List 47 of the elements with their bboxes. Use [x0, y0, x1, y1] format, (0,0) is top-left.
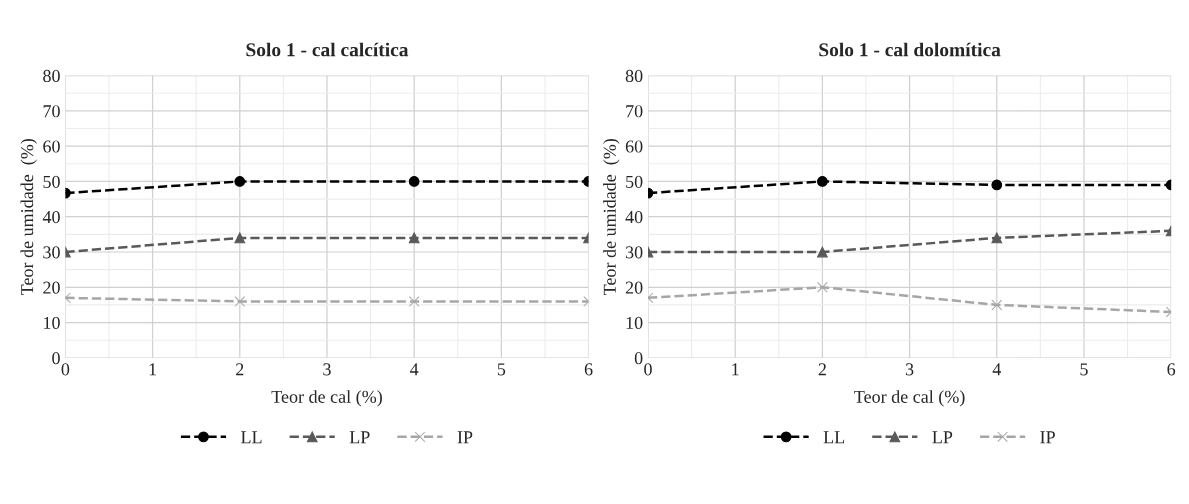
legend-label: LP — [349, 431, 370, 444]
point — [817, 246, 828, 258]
x-tick-label: 1 — [149, 363, 157, 376]
legend-label: IP — [457, 431, 473, 444]
y-tick-label: 0 — [634, 352, 643, 365]
x-axis-title: Teor de cal (%) — [271, 390, 382, 407]
point — [817, 176, 828, 187]
x-tick-label: 5 — [1080, 363, 1088, 376]
x-tick-label: 0 — [61, 363, 70, 376]
point — [817, 281, 828, 293]
chart-title: Solo 1 - cal calcítica — [246, 42, 409, 57]
y-tick-label: 0 — [52, 352, 60, 365]
y-tick-label: 60 — [43, 140, 60, 153]
legend-label: LP — [932, 431, 953, 444]
y-tick-label: 70 — [43, 105, 60, 118]
y-tick-label: 30 — [625, 246, 643, 259]
x-tick-label: 4 — [410, 363, 419, 376]
y-tick-label: 20 — [43, 281, 60, 294]
x-tick-label: 1 — [732, 363, 739, 376]
y-tick-label: 10 — [626, 316, 643, 329]
y-tick-label: 10 — [44, 316, 60, 329]
x-tick-label: 3 — [323, 363, 331, 376]
x-tick-label: 2 — [236, 363, 244, 376]
x-tick-label: 0 — [644, 363, 652, 376]
y-tick-label: 80 — [625, 69, 643, 83]
x-tick-label: 5 — [497, 363, 506, 376]
legend-label: LL — [823, 431, 845, 444]
y-tick-label: 50 — [626, 175, 643, 188]
y-axis-title: Teor de umidade (%) — [603, 138, 620, 295]
y-tick-label: 50 — [43, 175, 60, 188]
y-tick-label: 70 — [626, 105, 643, 118]
x-tick-label: 6 — [1167, 363, 1176, 376]
legend-label: LL — [241, 431, 262, 444]
chart-title: Solo 1 - cal dolomítica — [819, 42, 1001, 57]
x-tick-label: 6 — [584, 363, 593, 376]
legend-label: IP — [1040, 431, 1055, 444]
x-tick-label: 3 — [905, 363, 914, 376]
y-tick-label: 80 — [43, 69, 60, 83]
y-tick-label: 40 — [42, 210, 60, 224]
y-tick-label: 40 — [625, 210, 643, 224]
y-tick-label: 30 — [43, 246, 60, 259]
y-tick-label: 60 — [625, 140, 643, 153]
x-tick-label: 2 — [818, 363, 826, 376]
y-tick-label: 20 — [625, 281, 643, 294]
y-axis-title: Teor de umidade (%) — [20, 138, 37, 295]
x-axis-title: Teor de cal (%) — [854, 390, 965, 407]
x-tick-label: 4 — [992, 363, 1002, 376]
